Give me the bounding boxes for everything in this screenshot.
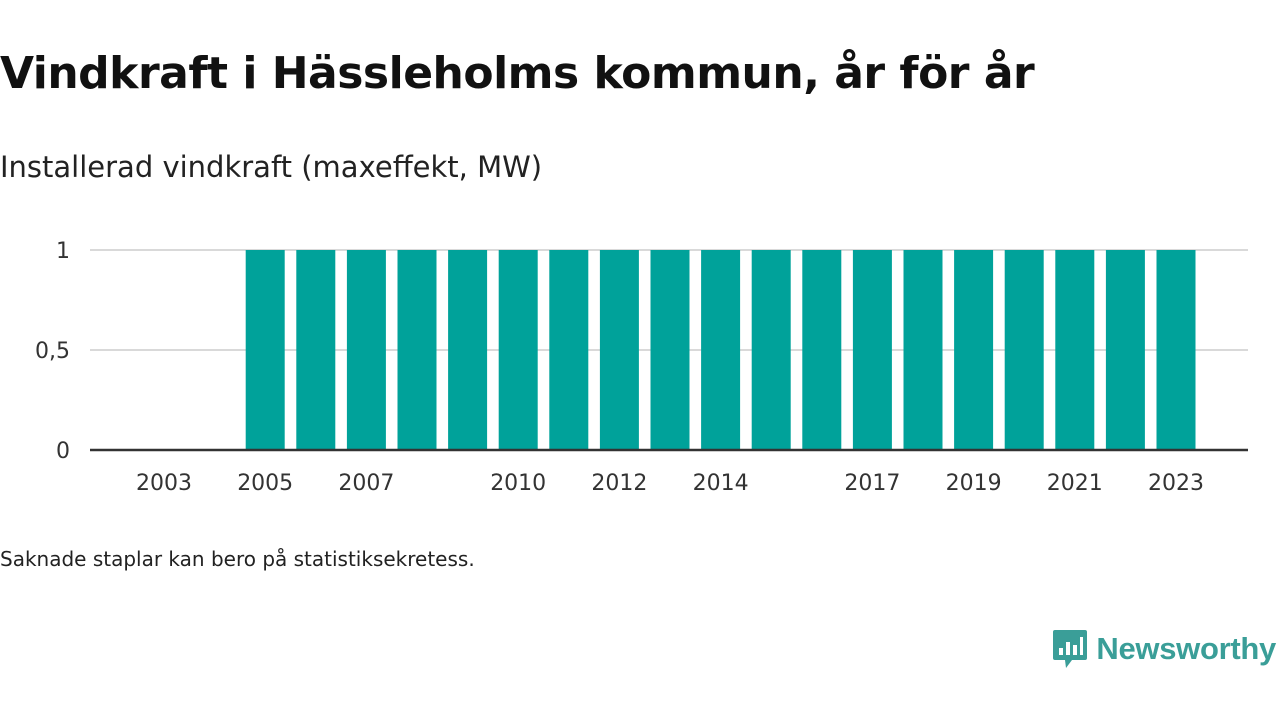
chart-title: Vindkraft i Hässleholms kommun, år för å… [0, 48, 1035, 99]
x-tick-label: 2019 [946, 471, 1002, 496]
x-tick-label: 2021 [1047, 471, 1103, 496]
x-tick-label: 2023 [1148, 471, 1204, 496]
bar-2015 [751, 250, 791, 450]
chart-subtitle: Installerad vindkraft (maxeffekt, MW) [0, 150, 543, 184]
bar-2020 [1004, 250, 1044, 450]
bar-2017 [852, 250, 892, 450]
bar-2007 [346, 250, 386, 450]
bar-2021 [1055, 250, 1095, 450]
bar-2022 [1105, 250, 1145, 450]
x-tick-label: 2010 [490, 471, 546, 496]
x-tick-label: 2007 [338, 471, 394, 496]
bar-2013 [650, 250, 690, 450]
x-tick-label: 2017 [844, 471, 900, 496]
bars [245, 250, 1196, 450]
newsworthy-logo-icon [1053, 630, 1088, 668]
x-tick-label: 2014 [693, 471, 749, 496]
y-tick-label: 0,5 [35, 339, 70, 364]
logo-text: Newsworthy [1096, 631, 1276, 666]
bar-2019 [954, 250, 994, 450]
tick-labels: 0 0,5 1 2003 2005 2007 2010 2012 2014 2017 2019 202… [35, 239, 1204, 496]
bar-2012 [599, 250, 639, 450]
bar-2016 [802, 250, 842, 450]
bar-2009 [448, 250, 488, 450]
x-tick-label: 2012 [591, 471, 647, 496]
bar-2014 [701, 250, 741, 450]
bar-2011 [549, 250, 589, 450]
y-tick-label: 1 [56, 239, 70, 264]
y-tick-label: 0 [56, 439, 70, 464]
newsworthy-logo: Newsworthy [1052, 628, 1276, 670]
footnote: Saknade staplar kan bero på statistiksek… [0, 547, 475, 571]
bar-2006 [296, 250, 336, 450]
bar-2018 [903, 250, 943, 450]
bar-chart: 0 0,5 1 2003 2005 2007 2010 2012 2014 2017 2019 202… [35, 239, 1248, 496]
x-tick-label: 2003 [136, 471, 192, 496]
bar-2008 [397, 250, 437, 450]
bar-2023 [1156, 250, 1196, 450]
bar-2005 [245, 250, 285, 450]
bar-2010 [498, 250, 538, 450]
x-tick-label: 2005 [237, 471, 293, 496]
